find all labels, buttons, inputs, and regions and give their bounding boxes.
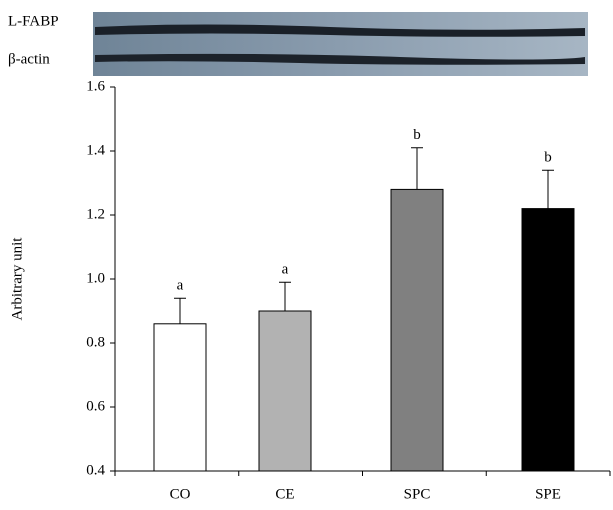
x-tick-label: CO: [170, 486, 191, 502]
x-tick-label: SPC: [404, 486, 431, 502]
chart: L-FABP β-actin Arbitrary unit 0.4 0.6 0.8 1…: [0, 0, 613, 510]
western-blot: [93, 12, 588, 76]
significance-letter: a: [282, 262, 289, 278]
y-tick-label: 0.4: [86, 462, 105, 478]
significance-letter: a: [177, 278, 184, 294]
blot-background: [93, 12, 588, 76]
y-tick-label: 0.6: [86, 398, 105, 414]
y-tick-label: 1.6: [86, 78, 105, 94]
bar: [259, 311, 311, 471]
y-tick-label: 1.2: [86, 206, 105, 222]
bar: [391, 189, 443, 471]
significance-letter: b: [413, 127, 421, 143]
bar: [154, 324, 206, 471]
error-bar: [279, 282, 291, 311]
error-bar: [411, 148, 423, 190]
y-tick-label: 1.0: [86, 270, 105, 286]
y-tick-label: 0.8: [86, 334, 105, 350]
error-bar: [174, 298, 186, 324]
blot-label: L-FABP: [8, 13, 59, 29]
page: L-FABP β-actin Arbitrary unit 0.4 0.6 0.8 1…: [0, 0, 613, 510]
blot-label: β-actin: [8, 51, 50, 67]
bar: [522, 209, 574, 471]
significance-letter: b: [544, 150, 552, 166]
y-tick-label: 1.4: [86, 142, 105, 158]
x-tick-label: SPE: [535, 486, 561, 502]
error-bar: [542, 170, 554, 208]
y-axis-label: Arbitrary unit: [9, 237, 25, 321]
x-tick-label: CE: [275, 486, 294, 502]
